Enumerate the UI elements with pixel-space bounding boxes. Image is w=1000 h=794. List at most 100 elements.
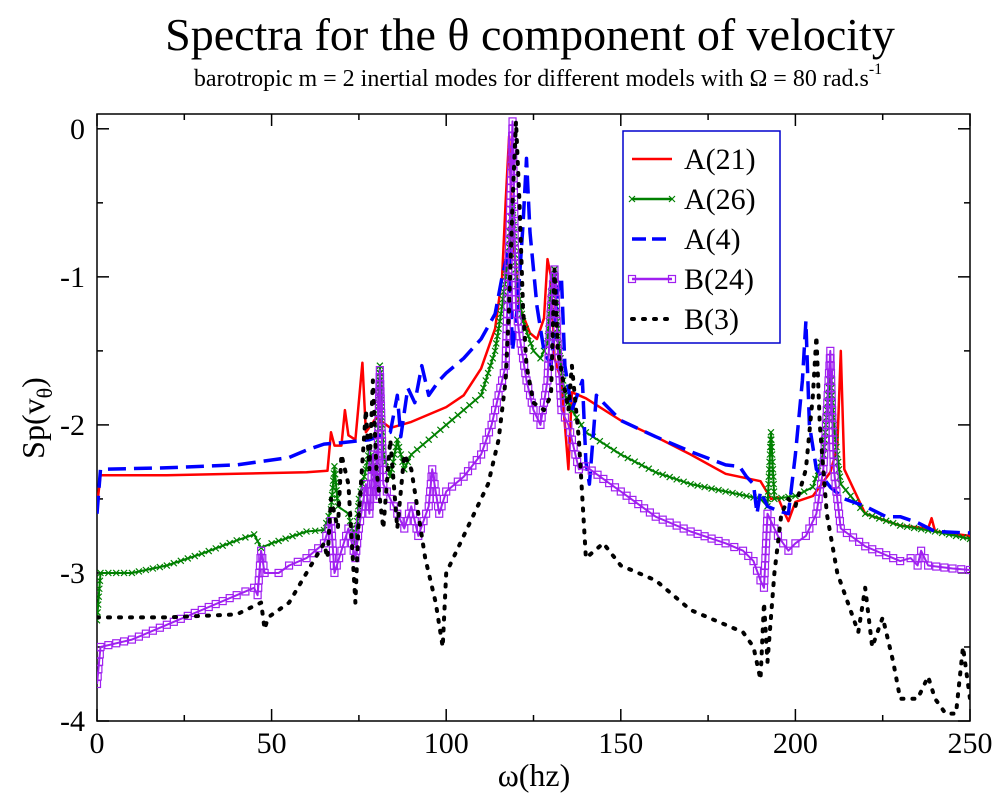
x-tick-label: 200 (773, 727, 818, 760)
legend-label-b-3: B(3) (684, 303, 739, 336)
series-point-a-26 (875, 515, 883, 522)
legend-marker-a-26 (668, 195, 676, 203)
x-axis-ticks: 0 50 100 150 200 250 (90, 114, 993, 760)
series-point-a-26 (769, 458, 776, 466)
series-point-a-26 (436, 426, 444, 434)
series-point-b-24 (948, 564, 957, 573)
y-tick-label: 0 (70, 113, 85, 146)
series-point-a-26 (847, 492, 854, 500)
series-point-a-26 (425, 436, 433, 444)
series-point-a-26 (289, 532, 296, 540)
y-axis-label: Sp(vθ) (15, 377, 57, 459)
series-point-a-26 (484, 369, 492, 377)
series-point-b-24 (923, 561, 933, 570)
series-point-a-26 (610, 446, 618, 454)
series-point-a-26 (460, 406, 468, 414)
series-point-b-24 (472, 455, 481, 465)
series-point-a-26 (736, 491, 743, 498)
series-point-a-26 (770, 488, 778, 495)
chart-subtitle: barotropic m = 2 inertial modes for diff… (194, 61, 882, 92)
series-point-a-26 (413, 446, 421, 454)
series-point-b-24 (447, 482, 457, 491)
x-tick-label: 250 (948, 727, 993, 760)
series-point-a-26 (393, 436, 401, 444)
series-point-a-26 (477, 391, 485, 399)
series-point-a-26 (497, 310, 505, 318)
y-tick-label: -1 (60, 261, 85, 294)
series-point-b-24 (112, 639, 121, 648)
series-point-a-26 (499, 295, 507, 303)
series-point-a-26 (537, 354, 544, 362)
x-tick-label: 150 (598, 727, 643, 760)
series-point-a-26 (530, 347, 537, 355)
series-point-a-26 (184, 555, 192, 562)
series-point-b-24 (957, 565, 966, 574)
legend-label-a-21: A(21) (684, 143, 756, 176)
series-point-a-26 (97, 585, 103, 593)
series-b-24 (97, 117, 970, 689)
series-point-b-24 (241, 587, 250, 596)
series-point-a-26 (778, 494, 785, 502)
series-point-a-26 (766, 443, 774, 451)
series-point-b-24 (274, 568, 283, 578)
legend-item-a-26: A(26) (628, 183, 756, 216)
series-point-b-24 (97, 642, 105, 652)
y-axis-label-main: Sp(v (15, 398, 51, 458)
series-point-a-26 (767, 428, 775, 436)
series-point-b-24 (744, 551, 753, 561)
series-point-a-26 (170, 559, 178, 567)
series-point-a-26 (395, 443, 403, 451)
series-point-a-26 (767, 436, 775, 444)
legend: A(21) A(26) A(4) B(24) B(3) (622, 130, 781, 344)
series-point-a-26 (701, 483, 709, 491)
legend-label-b-24: B(24) (684, 263, 754, 296)
series-point-a-26 (769, 473, 777, 481)
series-point-a-26 (392, 443, 400, 451)
series-point-a-26 (442, 421, 450, 429)
series-point-b-24 (622, 491, 631, 500)
series-point-a-26 (250, 531, 258, 538)
series-point-a-26 (708, 485, 716, 492)
series-point-a-26 (659, 471, 667, 479)
legend-marker-b-24 (667, 274, 677, 284)
series-point-a-26 (360, 473, 368, 481)
series-point-a-26 (482, 377, 490, 384)
series-point-a-26 (331, 470, 339, 478)
series-point-a-26 (331, 462, 338, 470)
series-point-a-26 (834, 458, 842, 466)
series-layer (97, 117, 970, 716)
y-axis-label-close: ) (15, 377, 51, 388)
series-point-b-24 (302, 554, 311, 563)
x-axis-label: ω(hz) (498, 757, 571, 793)
series-b-3 (97, 119, 970, 716)
series-point-b-24 (855, 537, 864, 546)
series-point-b-24 (842, 528, 852, 538)
series-point-a-26 (680, 478, 688, 486)
series-point-a-26 (910, 524, 918, 532)
series-point-a-26 (652, 468, 660, 476)
series-point-b-24 (468, 461, 477, 470)
y-tick-label: -2 (60, 409, 85, 442)
series-point-b-24 (791, 539, 800, 548)
series-point-a-26 (142, 566, 150, 574)
series-point-a-26 (198, 550, 206, 558)
series-point-a-26 (149, 565, 157, 572)
series-a-4 (97, 156, 970, 535)
series-line-a-4 (97, 156, 970, 535)
series-point-b-24 (442, 487, 451, 496)
series-point-a-26 (882, 517, 890, 525)
series-point-b-24 (104, 641, 113, 650)
series-point-a-26 (496, 317, 504, 325)
series-point-b-24 (587, 466, 596, 475)
series-point-a-26 (97, 609, 102, 616)
y-axis-label-subscript: θ (32, 388, 57, 399)
y-tick-label: -3 (60, 557, 85, 590)
series-point-a-26 (487, 362, 494, 370)
series-point-a-26 (596, 437, 604, 445)
legend-item-b-3: B(3) (630, 303, 739, 336)
series-point-b-24 (463, 467, 473, 476)
series-point-b-24 (639, 504, 649, 513)
series-point-a-26 (156, 563, 164, 571)
series-point-a-26 (466, 401, 473, 409)
